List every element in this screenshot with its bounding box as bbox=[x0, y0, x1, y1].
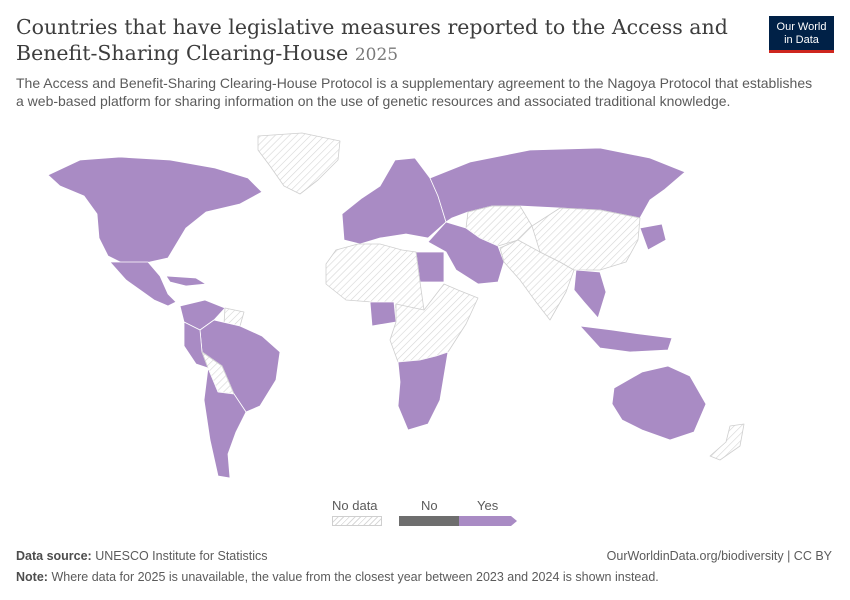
region-indonesia[interactable] bbox=[579, 325, 673, 353]
footer-url[interactable]: OurWorldinData.org/biodiversity | CC BY bbox=[606, 549, 832, 563]
region-southern-cone[interactable] bbox=[203, 367, 247, 479]
region-nigeria[interactable] bbox=[369, 301, 397, 327]
region-new-zealand[interactable] bbox=[709, 423, 745, 461]
title-text: Countries that have legislative measures… bbox=[16, 15, 728, 65]
owid-logo[interactable]: Our World in Data bbox=[769, 16, 834, 53]
region-china-mongolia[interactable] bbox=[531, 207, 641, 271]
data-source: Data source: UNESCO Institute for Statis… bbox=[16, 549, 268, 563]
footer-note: Note: Where data for 2025 is unavailable… bbox=[16, 570, 659, 584]
region-caribbean[interactable] bbox=[165, 275, 207, 287]
region-southern-africa[interactable] bbox=[397, 351, 449, 431]
region-greenland[interactable] bbox=[257, 132, 341, 195]
region-north-america[interactable] bbox=[47, 156, 263, 267]
logo-line-1: Our World bbox=[776, 21, 827, 33]
note-label: Note: bbox=[16, 570, 48, 584]
region-australia[interactable] bbox=[611, 365, 707, 441]
chart-subtitle: The Access and Benefit-Sharing Clearing-… bbox=[16, 75, 813, 109]
legend-swatch-no-data[interactable] bbox=[332, 516, 382, 526]
region-egypt[interactable] bbox=[415, 251, 445, 283]
region-north-west-africa[interactable] bbox=[325, 243, 425, 311]
title-year: 2025 bbox=[354, 45, 399, 65]
region-mexico-central-america[interactable] bbox=[109, 261, 177, 307]
data-source-text[interactable]: UNESCO Institute for Statistics bbox=[95, 549, 268, 563]
legend-label-yes: Yes bbox=[477, 498, 499, 513]
data-source-label: Data source: bbox=[16, 549, 92, 563]
map-legend: No data No Yes bbox=[330, 498, 530, 532]
region-southeast-asia[interactable] bbox=[573, 269, 607, 319]
region-japan-korea[interactable] bbox=[639, 223, 667, 251]
region-middle-east[interactable] bbox=[427, 221, 505, 285]
legend-swatch-yes[interactable] bbox=[459, 516, 511, 526]
legend-arrow-icon bbox=[511, 516, 517, 526]
legend-swatch-no[interactable] bbox=[399, 516, 459, 526]
legend-label-no-data: No data bbox=[332, 498, 378, 513]
region-europe[interactable] bbox=[341, 157, 447, 245]
chart-title: Countries that have legislative measures… bbox=[16, 14, 736, 68]
note-text: Where data for 2025 is unavailable, the … bbox=[51, 570, 659, 584]
world-map[interactable] bbox=[0, 128, 850, 488]
legend-label-no: No bbox=[421, 498, 438, 513]
logo-line-2: in Data bbox=[784, 34, 819, 46]
